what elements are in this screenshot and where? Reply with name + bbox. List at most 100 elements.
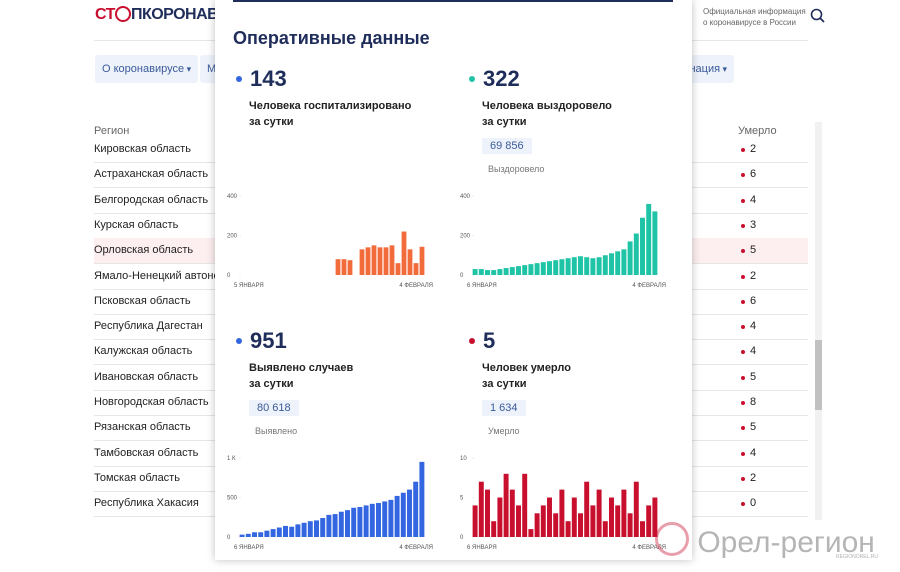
bar [407, 249, 413, 275]
bar [578, 513, 583, 537]
x-label: 6 ЯНВАРЯ [234, 545, 264, 551]
stat-dot [469, 338, 475, 344]
bar [383, 247, 389, 275]
region: Калужская область [94, 345, 193, 358]
watermark: Орел-регион [655, 522, 875, 560]
bar [472, 505, 478, 537]
bar [609, 253, 614, 275]
bar [571, 497, 577, 537]
scroll-thumb[interactable] [815, 340, 822, 410]
death-dot [741, 274, 745, 279]
y-tick-label: 200 [460, 234, 471, 240]
bar [400, 492, 406, 537]
bar [602, 255, 608, 275]
bar [640, 521, 645, 537]
bar [270, 529, 276, 537]
bar [627, 241, 633, 275]
death-dot [741, 350, 745, 355]
search-icon[interactable] [810, 8, 826, 24]
region: Белгородская область [94, 193, 209, 206]
logo-left: СТ [95, 6, 115, 23]
y-tick-label: 5 [460, 496, 464, 502]
stat-total: 1 634 [482, 400, 526, 416]
bar [590, 258, 596, 275]
info-line: о коронавирусе в России [703, 18, 796, 27]
bar [553, 260, 559, 275]
bar [615, 251, 621, 275]
info-line: Официальная информация [703, 7, 806, 16]
region: Республика Дагестан [94, 320, 203, 333]
y-tick-label: 0 [227, 535, 231, 541]
region: Орловская область [94, 244, 194, 257]
deaths: 6 [750, 168, 757, 181]
bar [307, 521, 313, 537]
bar [351, 507, 357, 537]
page: СТ ПКОРОНАВИ Официальная информация о кор… [0, 0, 900, 560]
modal-title: Оперативные данные [233, 28, 430, 48]
y-tick-label: 10 [460, 456, 467, 462]
bar [345, 510, 350, 537]
logo[interactable]: СТ ПКОРОНАВИ [95, 6, 230, 24]
death-dot [741, 375, 745, 380]
bar [534, 263, 540, 275]
deaths: 2 [750, 471, 757, 484]
bar [578, 256, 583, 275]
bar [596, 257, 602, 275]
death-dot [741, 401, 745, 405]
y-tick-label: 400 [227, 194, 238, 200]
bar [633, 233, 639, 275]
bar [485, 270, 490, 275]
nav-item[interactable]: О коронавирусе [95, 55, 199, 83]
stat-card: 5 Человек умерло за сутки 1 634 Умерло 0 5 10 6 … [460, 322, 696, 572]
bar [547, 261, 552, 275]
bar [516, 505, 521, 537]
bar [602, 521, 608, 537]
death-dot [741, 476, 745, 481]
bar [652, 211, 658, 275]
deaths: 4 [750, 446, 757, 459]
bar [491, 270, 497, 275]
x-label: 4 ФЕВРАЛЯ [632, 545, 666, 551]
watermark-title: Орел-регион [697, 526, 875, 559]
y-tick-label: 200 [227, 234, 238, 240]
deaths: 4 [750, 193, 757, 206]
stat-value: 5 [483, 328, 496, 353]
death-dot [741, 325, 745, 330]
bar [419, 461, 425, 537]
bar [395, 263, 401, 275]
bar [534, 513, 540, 537]
deaths: 5 [750, 421, 757, 434]
logo-right: ПКОРОНАВИ [130, 6, 230, 23]
bar [615, 505, 621, 537]
bar [341, 259, 347, 275]
deaths: 0 [750, 497, 757, 510]
region: Ямало-Ненецкий автоном [94, 269, 228, 282]
death-dot [741, 502, 745, 507]
scrollbar[interactable] [815, 122, 822, 520]
bar [407, 489, 412, 537]
bar [314, 520, 319, 537]
bar [394, 495, 400, 537]
deaths: 5 [750, 370, 757, 383]
bar [503, 473, 509, 537]
stat-total: 69 856 [482, 138, 532, 154]
bar [332, 514, 338, 537]
death-dot [741, 223, 745, 228]
bar [491, 521, 497, 537]
region: Республика Хакасия [94, 497, 199, 510]
bar-chart: 0 200 400 6 ЯНВАРЯ 4 ФЕВРАЛЯ [460, 194, 666, 289]
region: Ивановская область [94, 370, 199, 383]
y-tick-label: 0 [227, 273, 231, 279]
bar [528, 264, 534, 275]
stat-card: 143 Человека госпитализировано за сутки 0 20… [227, 60, 463, 310]
bar [509, 267, 515, 275]
stat-label: за сутки [249, 378, 294, 390]
bar [528, 529, 534, 537]
modal-top-rule [233, 0, 673, 2]
bar [338, 511, 344, 537]
bar [252, 532, 257, 537]
stat-dot [469, 76, 475, 82]
stat-total: 80 618 [249, 400, 299, 416]
stat-total-label: Выявлено [255, 426, 298, 436]
deaths: 5 [750, 244, 757, 257]
